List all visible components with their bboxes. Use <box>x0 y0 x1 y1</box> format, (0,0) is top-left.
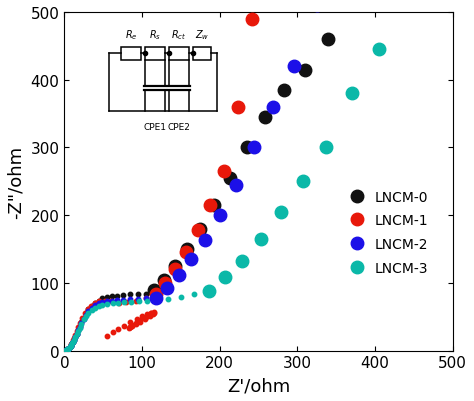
LNCM-3 <box>376 48 382 53</box>
LNCM-3 <box>222 275 228 280</box>
LNCM-1 <box>183 250 189 255</box>
LNCM-2 <box>292 65 297 69</box>
LNCM-2 <box>314 4 319 8</box>
LNCM-3 <box>278 210 284 215</box>
LNCM-0 <box>184 247 190 252</box>
LNCM-3 <box>206 289 211 294</box>
LNCM-1 <box>249 17 255 22</box>
LNCM-0 <box>326 38 331 43</box>
LNCM-0 <box>302 68 308 73</box>
X-axis label: Z'/ohm: Z'/ohm <box>227 376 290 394</box>
LNCM-0 <box>281 88 287 93</box>
LNCM-1 <box>221 169 227 174</box>
LNCM-2 <box>176 273 182 277</box>
Line: LNCM-3: LNCM-3 <box>202 44 385 298</box>
LNCM-0 <box>151 288 156 292</box>
LNCM-1 <box>173 267 178 272</box>
LNCM-2 <box>270 105 276 110</box>
Line: LNCM-0: LNCM-0 <box>147 34 335 296</box>
LNCM-2 <box>202 238 208 243</box>
LNCM-2 <box>164 286 170 290</box>
LNCM-1 <box>163 281 168 286</box>
LNCM-0 <box>161 277 166 282</box>
LNCM-0 <box>197 227 203 231</box>
LNCM-0 <box>227 176 233 181</box>
LNCM-1 <box>208 203 213 208</box>
LNCM-2 <box>153 296 159 300</box>
LNCM-0 <box>244 146 250 150</box>
LNCM-1 <box>153 292 159 296</box>
LNCM-3 <box>239 259 245 263</box>
LNCM-3 <box>349 91 355 96</box>
LNCM-2 <box>251 146 257 150</box>
LNCM-3 <box>300 179 306 184</box>
LNCM-1 <box>195 228 201 233</box>
LNCM-3 <box>323 146 329 150</box>
Y-axis label: -Z"/ohm: -Z"/ohm <box>7 146 25 218</box>
Line: LNCM-2: LNCM-2 <box>150 0 323 304</box>
LNCM-0 <box>262 115 267 120</box>
LNCM-2 <box>217 213 222 218</box>
Line: LNCM-1: LNCM-1 <box>150 14 258 300</box>
LNCM-0 <box>172 264 177 269</box>
LNCM-1 <box>235 105 240 110</box>
LNCM-3 <box>258 237 264 242</box>
LNCM-2 <box>233 183 239 188</box>
LNCM-0 <box>211 203 217 208</box>
LNCM-2 <box>188 257 194 262</box>
Legend: LNCM-0, LNCM-1, LNCM-2, LNCM-3: LNCM-0, LNCM-1, LNCM-2, LNCM-3 <box>337 184 434 281</box>
